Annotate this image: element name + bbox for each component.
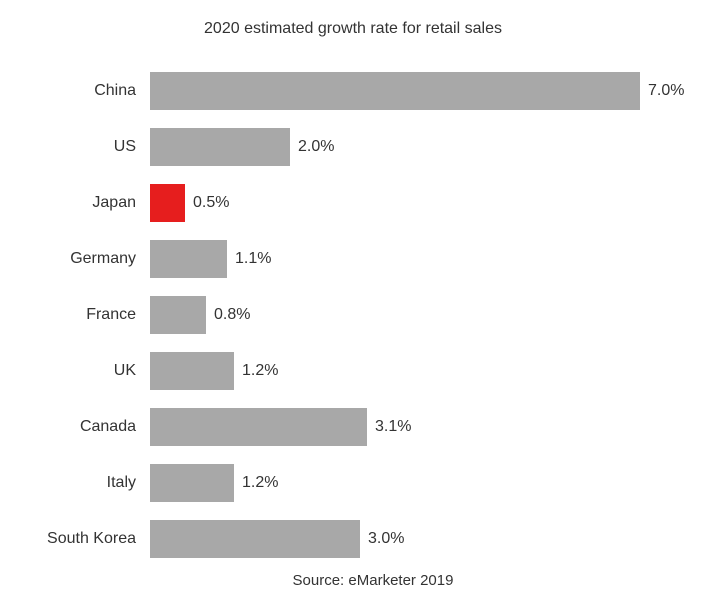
bar-row: France 0.8% <box>20 290 686 340</box>
bar-row: China 7.0% <box>20 66 686 116</box>
value-label: 3.1% <box>375 418 411 436</box>
bar-area: 3.1% <box>150 408 686 446</box>
bar <box>150 128 290 166</box>
bar <box>150 520 360 558</box>
value-label: 3.0% <box>368 530 404 548</box>
category-label: US <box>20 138 150 156</box>
bar-area: 3.0% <box>150 520 686 558</box>
category-label: China <box>20 82 150 100</box>
category-label: Germany <box>20 250 150 268</box>
category-label: UK <box>20 362 150 380</box>
bar-row: UK 1.2% <box>20 346 686 396</box>
value-label: 1.1% <box>235 250 271 268</box>
bar-area: 1.2% <box>150 352 686 390</box>
bar-area: 1.1% <box>150 240 686 278</box>
value-label: 7.0% <box>648 82 684 100</box>
bar <box>150 464 234 502</box>
bar-area: 7.0% <box>150 72 686 110</box>
chart-source: Source: eMarketer 2019 <box>20 572 686 589</box>
bar-row: Italy 1.2% <box>20 458 686 508</box>
category-label: South Korea <box>20 530 150 548</box>
bar <box>150 184 185 222</box>
category-label: Japan <box>20 194 150 212</box>
bar <box>150 296 206 334</box>
bar-area: 0.8% <box>150 296 686 334</box>
bar <box>150 72 640 110</box>
bar <box>150 352 234 390</box>
bar-row: Germany 1.1% <box>20 234 686 284</box>
value-label: 2.0% <box>298 138 334 156</box>
bar <box>150 408 367 446</box>
bar-row: Canada 3.1% <box>20 402 686 452</box>
bar-chart: China 7.0% US 2.0% Japan 0.5% Germany 1.1% Franc… <box>20 66 686 564</box>
bar-row: South Korea 3.0% <box>20 514 686 564</box>
value-label: 0.5% <box>193 194 229 212</box>
category-label: Canada <box>20 418 150 436</box>
bar-row: US 2.0% <box>20 122 686 172</box>
category-label: France <box>20 306 150 324</box>
value-label: 1.2% <box>242 474 278 492</box>
value-label: 0.8% <box>214 306 250 324</box>
chart-title: 2020 estimated growth rate for retail sa… <box>20 20 686 38</box>
bar <box>150 240 227 278</box>
bar-area: 2.0% <box>150 128 686 166</box>
bar-area: 1.2% <box>150 464 686 502</box>
bar-row: Japan 0.5% <box>20 178 686 228</box>
value-label: 1.2% <box>242 362 278 380</box>
bar-area: 0.5% <box>150 184 686 222</box>
category-label: Italy <box>20 474 150 492</box>
